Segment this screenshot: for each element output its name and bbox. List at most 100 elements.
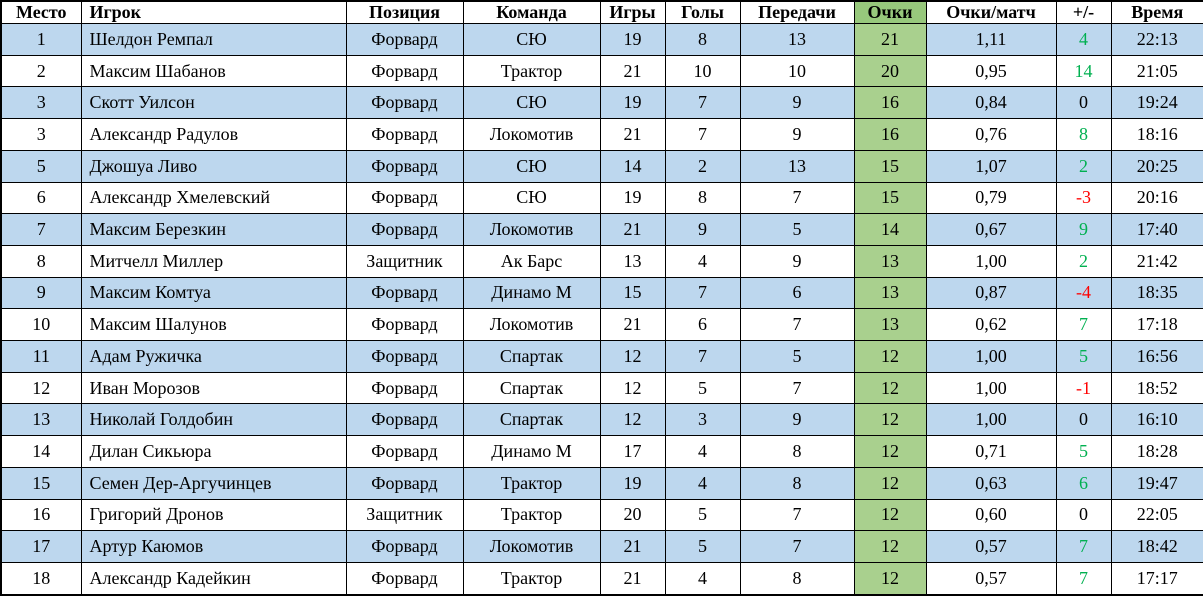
table-row: 2 Максим Шабанов Форвард Трактор 21 10 10 20 0,9… [0,54,1203,88]
cell-place: 17 [0,530,82,563]
cell-plusminus: 14 [1055,54,1112,88]
cell-ppg: 0,95 [925,54,1057,88]
cell-place: 2 [0,54,82,88]
cell-points: 12 [853,498,927,532]
table-body: 1 Шелдон Ремпал Форвард СЮ 19 8 13 21 1,11 4 22:13… [0,23,1203,596]
cell-ppg: 1,00 [925,403,1057,437]
cell-assists: 7 [739,308,855,342]
cell-games: 21 [599,54,666,88]
cell-team: Локомотив [462,118,601,151]
cell-assists: 8 [739,561,855,596]
cell-plusminus: 5 [1055,435,1112,468]
cell-ppg: 0,67 [925,213,1057,246]
cell-assists: 7 [739,498,855,532]
cell-games: 12 [599,340,666,373]
cell-time: 19:47 [1110,466,1203,500]
cell-ppg: 0,76 [925,118,1057,151]
column-header-place: Место [0,0,82,24]
table-row: 10 Максим Шалунов Форвард Локомотив 21 6 7 13 0,… [0,308,1203,342]
cell-time: 18:52 [1110,371,1203,405]
cell-position: Форвард [345,54,464,88]
cell-team: Спартак [462,340,601,373]
cell-goals: 2 [664,149,741,183]
cell-ppg: 0,87 [925,276,1057,310]
cell-time: 17:18 [1110,308,1203,342]
table-row: 13 Николай Голдобин Форвард Спартак 12 3 9 12 1,… [0,403,1203,437]
cell-ppg: 0,62 [925,308,1057,342]
cell-ppg: 0,63 [925,466,1057,500]
cell-goals: 9 [664,213,741,246]
cell-time: 16:56 [1110,340,1203,373]
column-header-position: Позиция [345,0,464,24]
cell-assists: 9 [739,244,855,278]
cell-games: 21 [599,118,666,151]
cell-team: Трактор [462,561,601,596]
table-row: 7 Максим Березкин Форвард Локомотив 21 9 5 14 0,… [0,213,1203,246]
cell-team: Трактор [462,498,601,532]
cell-place: 7 [0,213,82,246]
cell-ppg: 0,60 [925,498,1057,532]
cell-goals: 4 [664,466,741,500]
cell-time: 18:28 [1110,435,1203,468]
column-header-team: Команда [462,0,601,24]
cell-ppg: 1,00 [925,340,1057,373]
cell-team: СЮ [462,23,601,56]
cell-goals: 3 [664,403,741,437]
cell-player: Григорий Дронов [80,498,347,532]
cell-place: 1 [0,23,82,56]
cell-time: 18:42 [1110,530,1203,563]
cell-goals: 5 [664,498,741,532]
cell-team: Спартак [462,371,601,405]
cell-ppg: 1,00 [925,371,1057,405]
cell-goals: 6 [664,308,741,342]
cell-player: Максим Комтуа [80,276,347,310]
cell-games: 21 [599,561,666,596]
cell-player: Александр Радулов [80,118,347,151]
cell-team: Динамо М [462,435,601,468]
table-row: 3 Александр Радулов Форвард Локомотив 21 7 9 16… [0,118,1203,151]
cell-points: 15 [853,149,927,183]
cell-team: Локомотив [462,308,601,342]
cell-games: 21 [599,530,666,563]
cell-plusminus: -1 [1055,371,1112,405]
cell-points: 15 [853,181,927,215]
cell-assists: 8 [739,466,855,500]
cell-goals: 4 [664,435,741,468]
cell-assists: 13 [739,149,855,183]
cell-games: 14 [599,149,666,183]
cell-time: 18:16 [1110,118,1203,151]
cell-player: Максим Березкин [80,213,347,246]
table-row: 17 Артур Каюмов Форвард Локомотив 21 5 7 12 0,57… [0,530,1203,563]
cell-team: Ак Барс [462,244,601,278]
table-row: 3 Скотт Уилсон Форвард СЮ 19 7 9 16 0,84 0 19:24 [0,86,1203,120]
cell-player: Дилан Сикьюра [80,435,347,468]
cell-position: Форвард [345,340,464,373]
cell-time: 16:10 [1110,403,1203,437]
cell-games: 19 [599,466,666,500]
cell-position: Форвард [345,435,464,468]
cell-position: Форвард [345,23,464,56]
cell-place: 18 [0,561,82,596]
cell-goals: 7 [664,118,741,151]
cell-place: 3 [0,118,82,151]
cell-plusminus: -4 [1055,276,1112,310]
cell-position: Форвард [345,371,464,405]
cell-plusminus: 2 [1055,244,1112,278]
cell-points: 16 [853,118,927,151]
cell-team: Трактор [462,54,601,88]
cell-time: 21:42 [1110,244,1203,278]
cell-plusminus: 6 [1055,466,1112,500]
cell-position: Форвард [345,466,464,500]
cell-player: Александр Хмелевский [80,181,347,215]
cell-position: Форвард [345,276,464,310]
cell-goals: 5 [664,371,741,405]
cell-points: 20 [853,54,927,88]
cell-place: 9 [0,276,82,310]
cell-games: 21 [599,213,666,246]
cell-assists: 7 [739,530,855,563]
cell-points: 12 [853,340,927,373]
cell-goals: 7 [664,340,741,373]
column-header-assists: Передачи [739,0,855,24]
cell-assists: 9 [739,403,855,437]
